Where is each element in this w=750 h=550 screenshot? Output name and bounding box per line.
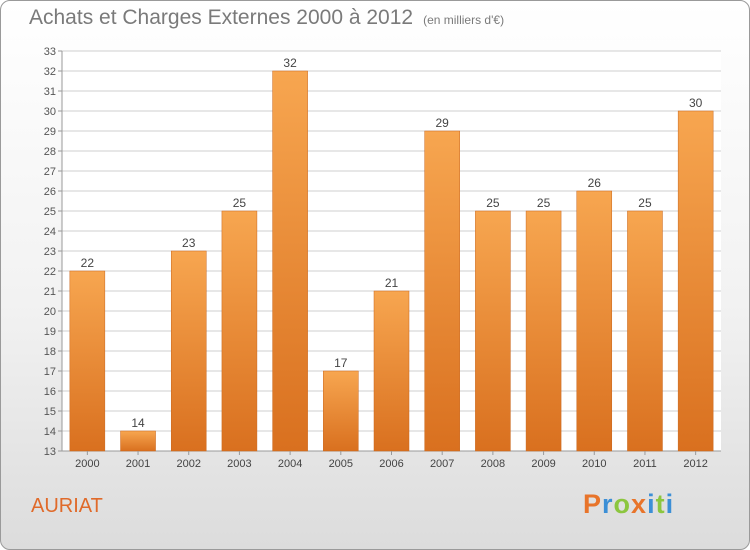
y-tick-label: 20 xyxy=(44,306,56,318)
y-tick-label: 24 xyxy=(44,226,56,238)
bar-value-label: 25 xyxy=(233,196,247,210)
y-tick-label: 19 xyxy=(44,326,56,338)
bar xyxy=(120,430,156,452)
bar xyxy=(323,370,359,452)
bar-value-label: 14 xyxy=(131,416,145,430)
bar-value-label: 21 xyxy=(385,276,399,290)
x-tick-label: 2009 xyxy=(531,458,555,470)
logo-letter: r xyxy=(602,489,614,519)
x-tick-label: 2001 xyxy=(126,458,150,470)
x-tick-label: 2008 xyxy=(481,458,505,470)
x-tick-label: 2007 xyxy=(430,458,454,470)
y-tick-label: 30 xyxy=(44,106,56,118)
logo-letter: t xyxy=(655,489,666,519)
bar xyxy=(627,210,663,452)
bar xyxy=(373,290,410,452)
y-tick-label: 32 xyxy=(44,66,56,78)
bar-value-label: 23 xyxy=(182,236,196,250)
y-tick-label: 23 xyxy=(44,246,56,258)
x-tick-label: 2005 xyxy=(329,458,353,470)
bar-value-label: 30 xyxy=(689,96,703,110)
y-tick-label: 33 xyxy=(44,46,56,58)
y-tick-label: 18 xyxy=(44,346,56,358)
logo-letter: i xyxy=(647,489,656,519)
bar xyxy=(221,210,258,452)
bar xyxy=(170,250,207,452)
x-tick-label: 2004 xyxy=(278,458,302,470)
title-row: Achats et Charges Externes 2000 à 2012 (e… xyxy=(29,6,504,30)
bar-value-label: 25 xyxy=(486,196,500,210)
bar-value-label: 25 xyxy=(537,196,551,210)
y-tick-label: 31 xyxy=(44,86,56,98)
bar xyxy=(424,130,460,452)
x-tick-label: 2003 xyxy=(227,458,251,470)
bar xyxy=(475,210,511,452)
bar-value-label: 29 xyxy=(436,116,450,130)
x-tick-label: 2006 xyxy=(379,458,403,470)
y-tick-label: 21 xyxy=(44,286,56,298)
y-tick-label: 14 xyxy=(44,426,56,438)
x-tick-label: 2012 xyxy=(683,458,707,470)
proxiti-logo: Proxiti xyxy=(583,489,674,520)
bar xyxy=(69,270,106,452)
logo-letter: P xyxy=(583,489,603,519)
y-tick-label: 27 xyxy=(44,166,56,178)
bar xyxy=(272,70,308,452)
bar xyxy=(677,110,714,452)
y-tick-label: 29 xyxy=(44,126,56,138)
y-tick-label: 13 xyxy=(44,446,56,458)
y-tick-label: 28 xyxy=(44,146,56,158)
bar-value-label: 17 xyxy=(334,356,348,370)
y-tick-label: 22 xyxy=(44,266,56,278)
x-tick-label: 2000 xyxy=(75,458,99,470)
place-name: AURIAT xyxy=(31,495,103,517)
bar-value-label: 26 xyxy=(588,176,602,190)
x-tick-label: 2002 xyxy=(176,458,200,470)
y-tick-label: 26 xyxy=(44,186,56,198)
bar-value-label: 22 xyxy=(81,256,95,270)
y-tick-label: 25 xyxy=(44,206,56,218)
x-tick-label: 2011 xyxy=(633,458,657,470)
y-tick-label: 16 xyxy=(44,386,56,398)
chart-title: Achats et Charges Externes 2000 à 2012 xyxy=(29,6,414,29)
logo-letter: i xyxy=(665,489,675,519)
bar-value-label: 25 xyxy=(638,196,652,210)
bar xyxy=(525,210,562,452)
y-tick-label: 15 xyxy=(44,406,56,418)
chart-subtitle: (en milliers d'€) xyxy=(423,13,505,27)
bar xyxy=(576,190,613,452)
logo-letter: o xyxy=(613,489,632,519)
logo-letter: x xyxy=(631,489,648,519)
y-tick-label: 17 xyxy=(44,366,56,378)
x-tick-label: 2010 xyxy=(582,458,606,470)
bar-value-label: 32 xyxy=(283,56,297,70)
